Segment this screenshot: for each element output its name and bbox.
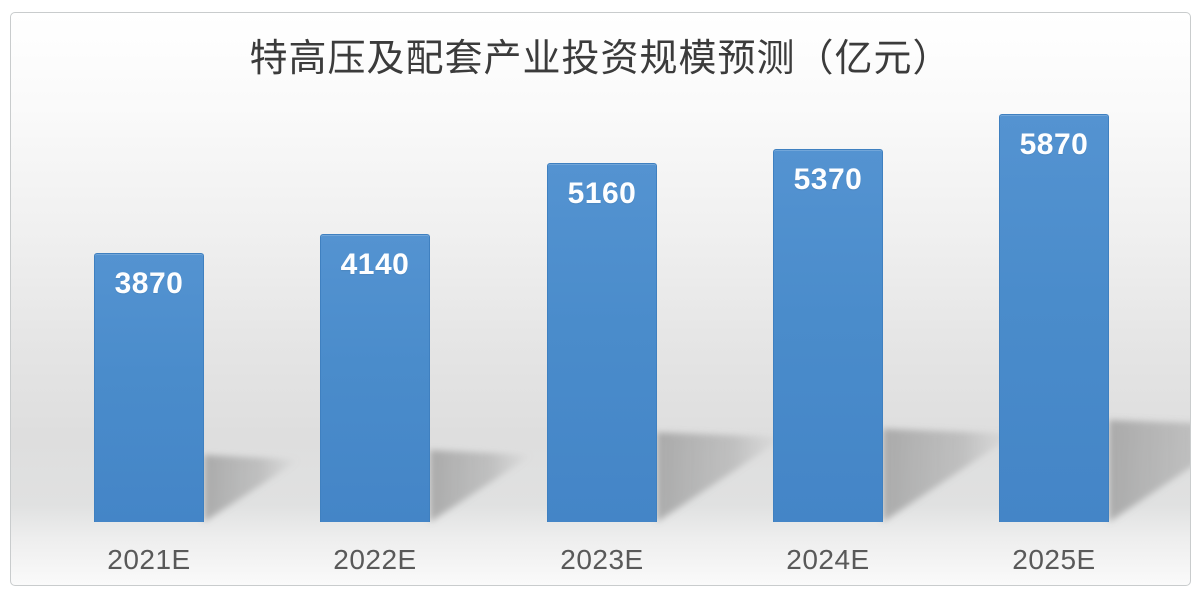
chart-title: 特高压及配套产业投资规模预测（亿元）: [249, 38, 952, 80]
x-axis-label-2023E: 2023E: [560, 544, 644, 575]
bar-2021E: 3870: [94, 253, 204, 522]
bar-shadow-2023E: [657, 432, 785, 522]
chart-card: 特高压及配套产业投资规模预测（亿元） 3870 2021E 4140 2022E 516…: [10, 12, 1191, 586]
bar-2024E: 5370: [773, 149, 883, 522]
bar-value-label: 5370: [793, 163, 863, 196]
x-axis-label-2022E: 2022E: [333, 544, 417, 575]
x-axis-label-2024E: 2024E: [786, 544, 870, 575]
plot-area: 3870 2021E 4140 2022E 5160 2023E 5370 2024E 5870…: [11, 13, 1190, 585]
bar-value-label: 5870: [1019, 128, 1089, 161]
bar-value-label: 4140: [340, 248, 410, 281]
bar-floor-shadows: [204, 420, 1190, 522]
bar-shadow-2025E: [1109, 420, 1190, 522]
bar-value-label: 5160: [567, 177, 637, 210]
bar-value-label: 3870: [114, 267, 184, 300]
bar-shadow-2024E: [883, 428, 1016, 522]
bar-2022E: 4140: [320, 234, 430, 522]
bar-2023E: 5160: [547, 163, 657, 522]
bar-2025E: 5870: [999, 114, 1109, 522]
x-axis-label-2021E: 2021E: [107, 544, 191, 575]
bar-shadow-2021E: [204, 454, 300, 522]
bar-shadow-2022E: [430, 450, 533, 522]
x-axis-label-2025E: 2025E: [1012, 544, 1096, 575]
